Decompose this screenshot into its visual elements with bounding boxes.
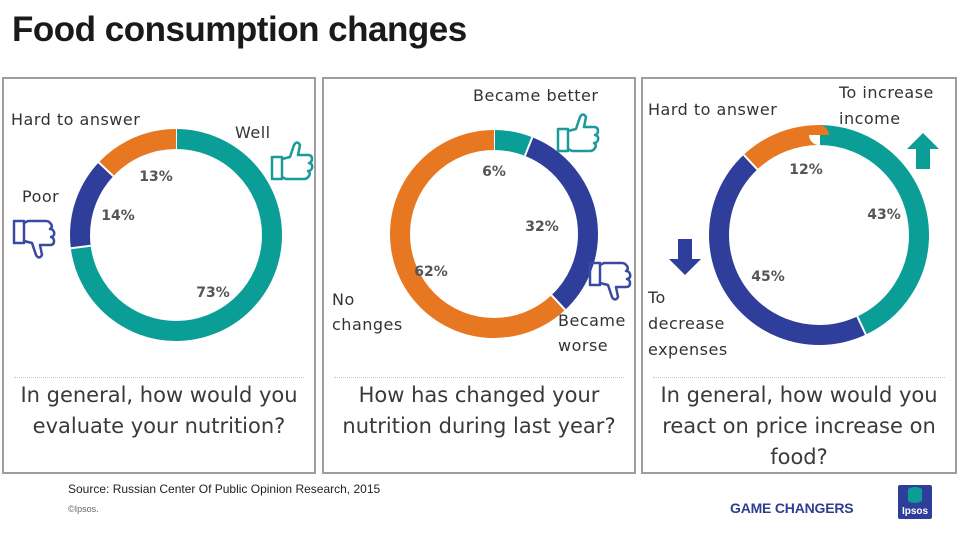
thumbs-up-icon bbox=[270, 141, 314, 181]
value-label-73: 73% bbox=[196, 285, 230, 301]
donut-chart-1 bbox=[12, 129, 314, 341]
value-label-13: 13% bbox=[139, 169, 173, 185]
donut-segment-hard-to-answer bbox=[709, 125, 929, 345]
label-no-changes-1: No bbox=[332, 290, 355, 309]
brand-tagline: GAME CHANGERS bbox=[730, 500, 854, 516]
svg-text:Ipsos: Ipsos bbox=[902, 506, 929, 517]
donut-chart-2 bbox=[390, 113, 632, 338]
source-note: Source: Russian Center Of Public Opinion… bbox=[68, 482, 381, 496]
arrow-up-icon bbox=[907, 133, 939, 169]
donut-separator bbox=[523, 136, 534, 157]
value-label-32: 32% bbox=[525, 219, 559, 235]
donut-separator bbox=[742, 154, 759, 171]
donut-separator bbox=[856, 316, 867, 335]
label-hard-to-answer: Hard to answer bbox=[11, 110, 141, 129]
copyright: ©Ipsos. bbox=[68, 504, 99, 514]
donut-chart-3 bbox=[669, 125, 939, 345]
page-title: Food consumption changes bbox=[12, 10, 467, 49]
donut-separator bbox=[70, 244, 91, 250]
label-poor: Poor bbox=[22, 187, 60, 206]
thumbs-up-icon bbox=[556, 113, 600, 153]
panel-price-reaction: Hard to answer To increase income To dec… bbox=[641, 77, 957, 474]
label-hard-to-answer: Hard to answer bbox=[648, 100, 778, 119]
panel-nutrition-change: Became better Became worse No changes 6%… bbox=[322, 77, 636, 474]
arrow-down-icon bbox=[669, 239, 701, 275]
thumbs-down-icon bbox=[12, 219, 56, 259]
question-2: How has changed your nutrition during la… bbox=[334, 377, 624, 442]
label-to-increase-income-1: To increase bbox=[839, 83, 934, 102]
donut-separator bbox=[550, 294, 566, 311]
label-no-changes-2: changes bbox=[332, 315, 403, 334]
value-label-43: 43% bbox=[867, 207, 901, 223]
donut-segment-became-worse bbox=[390, 130, 598, 338]
value-label-12: 12% bbox=[789, 162, 823, 178]
question-3: In general, how would you react on price… bbox=[653, 377, 945, 473]
value-label-14: 14% bbox=[101, 208, 135, 224]
thumbs-down-icon bbox=[588, 261, 632, 301]
question-1: In general, how would you evaluate your … bbox=[14, 377, 304, 442]
label-to-decrease-expenses-1: To bbox=[648, 288, 666, 307]
label-became-better: Became better bbox=[473, 86, 599, 105]
label-became-worse-2: worse bbox=[558, 336, 609, 355]
label-well: Well bbox=[235, 123, 271, 142]
donut-segment-hard-to-answer bbox=[70, 129, 282, 341]
donut-segment-no-changes bbox=[390, 130, 598, 338]
panel-nutrition-evaluation: Hard to answer Well Poor 13% 14% 73% In … bbox=[2, 77, 316, 474]
value-label-6: 6% bbox=[482, 164, 506, 180]
label-to-decrease-expenses-2: decrease bbox=[648, 314, 725, 333]
donut-segment-poor bbox=[70, 129, 282, 341]
donut-segment-to-decrease-expenses bbox=[709, 125, 929, 345]
label-became-worse-1: Became bbox=[558, 311, 626, 330]
value-label-45: 45% bbox=[751, 269, 785, 285]
ipsos-logo: Ipsos bbox=[898, 485, 932, 519]
value-label-62: 62% bbox=[414, 264, 448, 280]
label-to-decrease-expenses-3: expenses bbox=[648, 340, 728, 359]
donut-separator bbox=[98, 161, 114, 177]
label-to-increase-income-2: income bbox=[839, 109, 901, 128]
